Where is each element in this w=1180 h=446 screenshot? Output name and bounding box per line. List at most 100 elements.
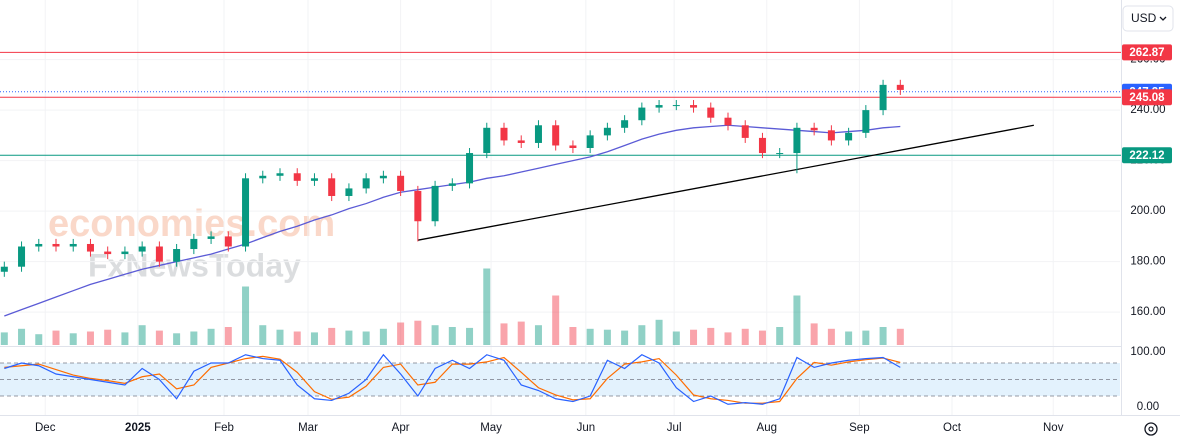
candle-body — [552, 125, 560, 146]
x-tick-label: Jul — [667, 422, 682, 434]
volume-bar — [707, 327, 715, 345]
candle-body — [138, 246, 146, 252]
volume-bar — [621, 330, 629, 345]
y-tick-label: 180.00 — [1130, 256, 1165, 268]
candle-body — [52, 243, 60, 247]
volume-bar — [466, 327, 474, 345]
volume-bar — [603, 329, 611, 345]
level-label: 262.87 — [1129, 47, 1164, 59]
watermark: FxNewsToday — [88, 247, 301, 283]
volume-bar — [690, 329, 698, 345]
dropdown-chevron[interactable] — [1159, 16, 1167, 21]
volume-bar — [638, 325, 646, 345]
volume-bar — [207, 328, 215, 345]
candle-body — [672, 105, 680, 107]
volume-bar — [896, 328, 904, 345]
candle-body — [586, 135, 594, 149]
volume-bar — [69, 333, 77, 345]
volume-bar — [569, 327, 577, 345]
stochastic-k — [4, 353, 901, 405]
volume-bar — [414, 320, 422, 345]
currency-label[interactable]: USD — [1131, 11, 1157, 25]
candle-body — [448, 183, 456, 186]
candle-body — [310, 178, 318, 181]
y-tick-label: 100.00 — [1130, 346, 1165, 358]
plot: Dec 2025 Feb Mar Apr May Jun Jul Aug Sep Oct Nov 160… — [0, 0, 1172, 434]
candle-body — [190, 238, 198, 250]
candle-body — [517, 140, 525, 143]
candle-body — [827, 130, 835, 141]
candle-body — [466, 153, 474, 184]
x-tick-label: May — [480, 422, 502, 434]
settings-gear-center[interactable] — [1148, 426, 1154, 432]
volume-bar — [86, 331, 94, 345]
volume-bar — [534, 325, 542, 345]
candle-body — [328, 178, 336, 196]
candle-body — [810, 127, 818, 131]
candle-body — [155, 246, 163, 262]
candle-body — [638, 107, 646, 121]
candle-body — [259, 175, 267, 179]
candle-body — [104, 251, 112, 255]
currency-dropdown[interactable] — [1122, 5, 1174, 32]
candle-body — [207, 236, 215, 239]
candle-body — [793, 127, 801, 154]
volume-bar — [0, 332, 8, 345]
volume-bar — [155, 330, 163, 345]
candle-body — [35, 243, 43, 247]
candle-body — [534, 125, 542, 143]
candle-body — [655, 105, 663, 108]
candle-body — [397, 175, 405, 191]
candle-body — [379, 175, 387, 179]
candle-body — [483, 127, 491, 154]
volume-bar — [173, 333, 181, 345]
candle-body — [621, 120, 629, 128]
volume-bar — [879, 327, 887, 345]
x-tick-label: Aug — [757, 422, 777, 434]
level-label-box — [1122, 89, 1172, 106]
volume-bar — [104, 329, 112, 345]
volume-bar — [397, 322, 405, 345]
volume-bar — [345, 330, 353, 345]
level-label: 222.12 — [1129, 150, 1164, 162]
level-label: 245.08 — [1129, 92, 1165, 104]
volume-bar — [121, 332, 129, 345]
y-tick-label: 0.00 — [1137, 401, 1159, 413]
candle-body — [879, 84, 887, 111]
candle-body — [276, 173, 284, 176]
candle-body — [845, 132, 853, 141]
level-label-box — [1122, 44, 1172, 61]
settings-icon[interactable] — [1144, 422, 1158, 436]
volume-bar — [655, 319, 663, 345]
level-label-box — [1122, 147, 1172, 164]
volume-bar — [672, 331, 680, 345]
volume-bar — [724, 332, 732, 345]
y-tick-label: 200.00 — [1130, 205, 1165, 217]
x-tick-label: Feb — [214, 422, 234, 434]
volume-bar — [35, 334, 43, 345]
y-tick-label: 160.00 — [1130, 306, 1165, 318]
axis-divider — [0, 415, 1180, 416]
volume-bar — [741, 328, 749, 345]
candle-body — [121, 251, 129, 255]
candle-body — [293, 173, 301, 181]
x-tick-label: Oct — [943, 422, 962, 434]
volume-bar — [362, 331, 370, 345]
axis-divider — [1121, 0, 1122, 415]
settings-gear[interactable] — [1144, 422, 1158, 436]
candle-body — [0, 266, 8, 272]
volume-bar — [138, 325, 146, 345]
volume-bar — [259, 325, 267, 345]
volume-bar — [845, 331, 853, 345]
volume-bar — [517, 321, 525, 345]
candle-body — [224, 236, 232, 247]
volume-bar — [431, 325, 439, 345]
candle-body — [603, 127, 611, 136]
candle-body — [431, 185, 439, 222]
volume-bar — [224, 327, 232, 345]
volume-bar — [448, 327, 456, 345]
x-tick-label: Dec — [35, 422, 56, 434]
volume-bar — [810, 323, 818, 345]
volume-bar — [293, 331, 301, 345]
